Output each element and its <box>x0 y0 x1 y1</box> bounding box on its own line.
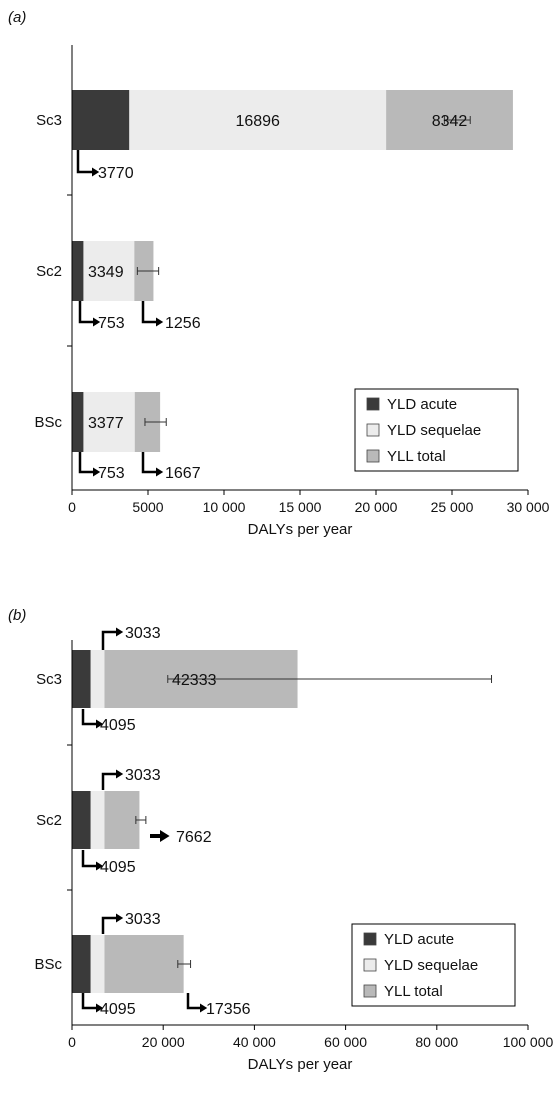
bar-sc3-yld-acute <box>72 90 130 150</box>
arrow-sc3-seq-line <box>101 630 116 650</box>
category-label: BSc <box>34 414 62 431</box>
x-tick-label: 40 000 <box>233 1034 276 1050</box>
x-tick-label: 5000 <box>132 499 163 515</box>
panel-label: (b) <box>8 607 26 624</box>
data-label: 8342 <box>432 113 468 130</box>
arrow-sc2-acute-line <box>81 850 96 868</box>
arrow-bsc-seq-head <box>116 913 124 923</box>
arrow-sc3-acute-line <box>76 150 92 174</box>
bar-sc2-yld-sequelae <box>83 241 135 301</box>
legend-box <box>354 388 519 472</box>
arrow-sc2-seq-head <box>116 769 124 779</box>
legend-entry: YLD acute <box>384 931 454 948</box>
x-axis-label: DALYs per year <box>248 521 353 538</box>
bar-bsc-yld-sequelae <box>83 392 135 452</box>
x-tick-label: 80 000 <box>415 1034 458 1050</box>
data-label: 4095 <box>100 717 136 734</box>
bar-bsc-yld-acute <box>72 935 91 993</box>
data-label: 3033 <box>125 625 161 642</box>
legend-swatch <box>363 984 377 998</box>
legend-entry: YLL total <box>387 448 446 465</box>
arrow-bsc-yll-line <box>186 993 200 1010</box>
bar-sc3-yld-sequelae <box>90 650 105 708</box>
x-tick-label: 60 000 <box>324 1034 367 1050</box>
data-label: 16896 <box>235 113 280 130</box>
arrow-sc2-yll-head <box>156 317 164 327</box>
data-label: 4095 <box>100 859 136 876</box>
bar-bsc-yld-acute <box>72 392 84 452</box>
legend-entry: YLD sequelae <box>384 957 478 974</box>
bar-sc3-yld-acute <box>72 650 91 708</box>
arrow-bsc-seq-line <box>101 916 116 934</box>
arrow-sc2-acute-line <box>78 301 93 324</box>
x-axis-label: DALYs per year <box>248 1056 353 1073</box>
data-label: 1667 <box>165 465 201 482</box>
category-label: Sc2 <box>36 812 62 829</box>
x-tick-label: 15 000 <box>279 499 322 515</box>
data-label: 3033 <box>125 767 161 784</box>
data-label: 753 <box>98 465 125 482</box>
x-tick-label: 20 000 <box>142 1034 185 1050</box>
arrow-bsc-acute-head <box>93 467 101 477</box>
legend-box <box>351 923 516 1007</box>
data-label: 42333 <box>172 672 217 689</box>
data-label: 4095 <box>100 1001 136 1018</box>
x-tick-label: 20 000 <box>355 499 398 515</box>
data-label: 17356 <box>206 1001 251 1018</box>
bar-sc2-yld-sequelae <box>90 791 105 849</box>
bar-sc2-yll-total <box>104 791 140 849</box>
data-label: 3377 <box>88 415 124 432</box>
panel-label: (a) <box>8 9 26 26</box>
x-tick-label: 30 000 <box>507 499 550 515</box>
panel-b-chart: (b) Sc3 Sc2 BSc 0 20 000 40 000 60 000 80 000 100… <box>8 607 554 1073</box>
data-label: 3349 <box>88 264 124 281</box>
arrow-sc2-yll-line <box>141 301 156 324</box>
arrow-bsc-acute-line <box>78 452 93 474</box>
arrow-bsc-yll-line <box>141 452 156 474</box>
legend-swatch <box>363 958 377 972</box>
arrow-sc2-acute-head <box>93 317 101 327</box>
data-label: 1256 <box>165 315 201 332</box>
data-label: 753 <box>98 315 125 332</box>
arrow-bsc-yll-head <box>200 1003 208 1013</box>
x-tick-label: 0 <box>68 499 76 515</box>
x-tick-label: 100 000 <box>503 1034 554 1050</box>
category-label: BSc <box>34 956 62 973</box>
bar-sc3-yld-sequelae <box>129 90 387 150</box>
arrow-sc2-acute-head <box>96 861 104 871</box>
legend-swatch <box>366 397 380 411</box>
bar-sc2-yld-acute <box>72 791 91 849</box>
bar-bsc-yld-sequelae <box>90 935 105 993</box>
legend-swatch <box>366 449 380 463</box>
category-label: Sc3 <box>36 671 62 688</box>
arrow-sc2-seq-line <box>101 772 116 790</box>
arrow-sc3-acute-head <box>96 719 104 729</box>
data-label: 3770 <box>98 165 134 182</box>
arrow-sc3-acute-head <box>92 167 100 177</box>
legend-entry: YLD acute <box>387 396 457 413</box>
category-label: Sc2 <box>36 263 62 280</box>
category-label: Sc3 <box>36 112 62 129</box>
legend-swatch <box>363 932 377 946</box>
arrow-sc3-seq-head <box>116 627 124 637</box>
arrow-bsc-yll-head <box>156 467 164 477</box>
arrow-sc2-yll-head <box>160 830 170 842</box>
panel-a-chart: (a) Sc3 Sc2 BSc 0 5000 10 000 15 000 20 000 25 00… <box>8 9 550 538</box>
bar-bsc-yll-total <box>104 935 184 993</box>
legend-swatch <box>366 423 380 437</box>
arrow-bsc-acute-head <box>96 1003 104 1013</box>
arrow-bsc-acute-line <box>81 993 96 1010</box>
x-tick-label: 25 000 <box>431 499 474 515</box>
bar-sc2-yld-acute <box>72 241 84 301</box>
legend-entry: YLD sequelae <box>387 422 481 439</box>
data-label: 3033 <box>125 911 161 928</box>
x-tick-label: 10 000 <box>203 499 246 515</box>
arrow-sc3-acute-line <box>81 709 96 726</box>
data-label: 7662 <box>176 829 212 846</box>
legend-entry: YLL total <box>384 983 443 1000</box>
x-tick-label: 0 <box>68 1034 76 1050</box>
